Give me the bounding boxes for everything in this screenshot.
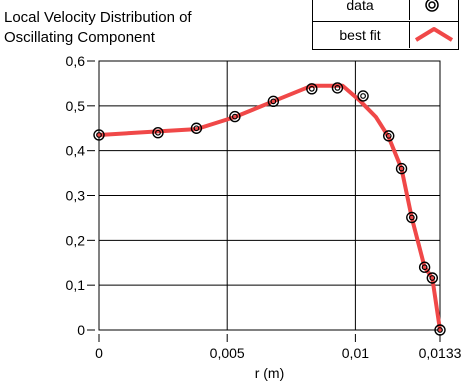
y-tick-label: 0,3 xyxy=(66,188,86,204)
data-point xyxy=(383,130,395,142)
y-tick-label: 0,5 xyxy=(66,98,86,114)
best-fit-line xyxy=(97,83,442,332)
chart-title: Local Velocity Distribution of Oscillati… xyxy=(4,8,192,48)
plot-area xyxy=(98,60,441,331)
legend-item-fit: best fit xyxy=(313,21,458,49)
legend-swatch-fit xyxy=(409,21,458,48)
legend-line-icon xyxy=(414,27,454,42)
y-tick-label: 0,6 xyxy=(66,53,86,69)
data-point xyxy=(331,82,344,94)
legend-marker-icon xyxy=(425,0,439,12)
data-point xyxy=(395,162,408,175)
data-point xyxy=(306,83,318,95)
x-axis-label: r (m) xyxy=(255,365,285,381)
data-point xyxy=(229,110,241,123)
data-point xyxy=(418,261,431,273)
data-point xyxy=(434,324,446,336)
y-tick-label: 0 xyxy=(77,322,85,338)
data-point xyxy=(267,95,280,108)
legend-label-data: data xyxy=(346,0,374,13)
data-point xyxy=(357,90,369,102)
data-point xyxy=(406,211,418,224)
legend: data best fit xyxy=(312,0,459,50)
data-point xyxy=(152,127,164,139)
x-tick-label: 0,0133 xyxy=(419,345,462,361)
data-point xyxy=(93,129,105,141)
y-tick-label: 0,2 xyxy=(66,232,86,248)
data-markers xyxy=(93,82,446,336)
y-tick-label: 0,4 xyxy=(66,143,86,159)
x-tick-label: 0,005 xyxy=(210,345,245,361)
data-point xyxy=(426,272,439,284)
legend-item-data: data xyxy=(313,0,458,22)
y-axis: 0 0,1 0,2 0,3 0,4 0,5 0,6 xyxy=(66,53,95,338)
chart-title-line-1: Local Velocity Distribution of xyxy=(4,9,192,26)
y-tick-label: 0,1 xyxy=(66,277,86,293)
data-point xyxy=(190,122,203,134)
grid-lines xyxy=(99,61,440,330)
legend-label-fit: best fit xyxy=(339,27,381,43)
chart-title-line-2: Oscillating Component xyxy=(4,29,155,46)
x-axis: 0 0,005 0,01 0,0133 xyxy=(95,334,462,361)
legend-swatch-data xyxy=(409,0,458,20)
x-tick-label: 0,01 xyxy=(342,345,369,361)
x-tick-label: 0 xyxy=(95,345,103,361)
